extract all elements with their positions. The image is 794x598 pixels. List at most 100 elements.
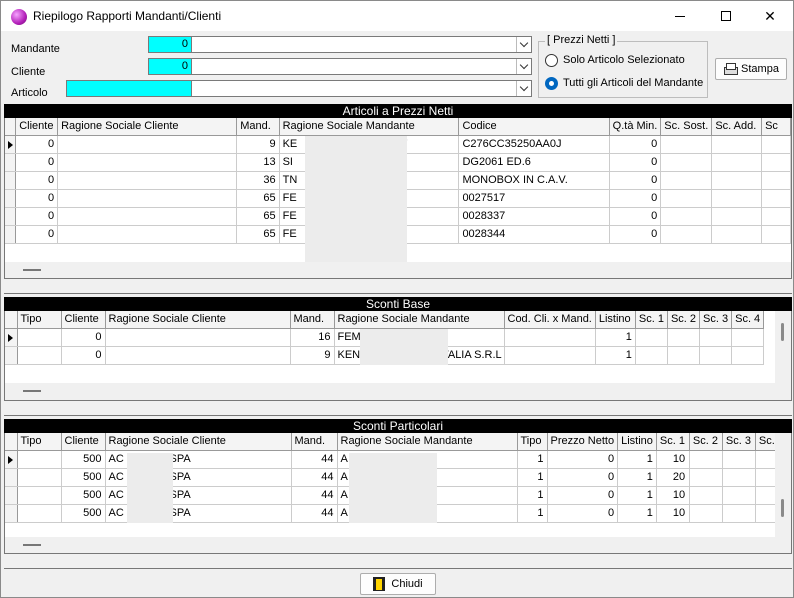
table-row[interactable]: 0 36 TN MONOBOX IN C.A.V. 0 — [5, 171, 791, 190]
col-header[interactable]: Sc. 1 — [656, 433, 690, 451]
col-header[interactable]: Mand. — [290, 311, 335, 329]
cell-sc-1[interactable]: 20 — [656, 468, 690, 487]
cell-codice[interactable]: MONOBOX IN C.A.V. — [458, 171, 610, 190]
row-indicator[interactable] — [5, 135, 17, 154]
cell-listino[interactable]: 1 — [595, 328, 636, 347]
cell-sc-4[interactable] — [731, 328, 765, 347]
cell-tipo[interactable] — [17, 486, 62, 505]
col-header[interactable]: Ragione Sociale Mandante — [337, 433, 518, 451]
cell-tipo[interactable] — [17, 504, 62, 523]
cell-cliente[interactable]: 0 — [15, 135, 59, 154]
cell-tipo-prezzo[interactable]: 1 — [517, 486, 548, 505]
col-header[interactable]: Sc. Sost. — [660, 118, 713, 136]
cell-qta-min[interactable]: 0 — [609, 189, 662, 208]
row-indicator[interactable] — [5, 450, 18, 469]
cell-sc-sost[interactable] — [660, 135, 713, 154]
cell-cod-cli[interactable] — [504, 346, 596, 365]
cell-cliente[interactable]: 0 — [15, 189, 59, 208]
cell-mandante[interactable]: 9 — [236, 135, 280, 154]
grid3-scrollbar[interactable] — [775, 433, 791, 537]
col-header[interactable]: Prezzo Netto — [547, 433, 619, 451]
cell-ragione-cliente[interactable] — [57, 207, 238, 226]
cell-cliente[interactable]: 0 — [61, 328, 106, 347]
col-header[interactable]: Sc. 4 — [731, 311, 765, 329]
col-header[interactable]: Tipo — [17, 311, 62, 329]
cell-qta-min[interactable]: 0 — [609, 135, 662, 154]
cell-cliente[interactable]: 500 — [61, 468, 106, 487]
cell-tipo[interactable] — [17, 450, 62, 469]
cell-sc[interactable] — [761, 153, 791, 172]
cell-sc-2[interactable] — [667, 328, 701, 347]
cell-codice[interactable]: 0028344 — [458, 225, 610, 244]
col-header[interactable]: Listino — [617, 433, 657, 451]
row-indicator[interactable] — [5, 504, 18, 523]
cell-cliente[interactable]: 500 — [61, 504, 106, 523]
cell-mandante[interactable]: 65 — [236, 189, 280, 208]
cell-prezzo-netto[interactable]: 0 — [547, 450, 619, 469]
cell-sc[interactable] — [761, 189, 791, 208]
cell-tipo-prezzo[interactable]: 1 — [517, 468, 548, 487]
cell-sc-3[interactable] — [699, 346, 733, 365]
articoli-grid[interactable]: Cliente Ragione Sociale Cliente Mand. Ra… — [4, 118, 792, 278]
stampa-button[interactable]: Stampa — [715, 58, 787, 80]
cell-sc-1[interactable]: 10 — [656, 450, 690, 469]
col-header[interactable]: Sc. 2 — [689, 433, 723, 451]
cell-sc-1[interactable]: 10 — [656, 486, 690, 505]
sconti-particolari-grid[interactable]: Tipo Cliente Ragione Sociale Cliente Man… — [4, 433, 792, 553]
cell-ragione-cliente[interactable] — [105, 328, 291, 347]
cell-codice[interactable]: 0028337 — [458, 207, 610, 226]
cell-prezzo-netto[interactable]: 0 — [547, 504, 619, 523]
cliente-combo[interactable] — [191, 58, 532, 75]
cell-prezzo-netto[interactable]: 0 — [547, 468, 619, 487]
col-header[interactable]: Ragione Sociale Mandante — [334, 311, 505, 329]
cell-qta-min[interactable]: 0 — [609, 153, 662, 172]
col-header[interactable]: Ragione Sociale Cliente — [57, 118, 238, 136]
cell-codice[interactable]: DG2061 ED.6 — [458, 153, 610, 172]
col-header[interactable]: Cliente — [61, 433, 106, 451]
cell-sc[interactable] — [761, 171, 791, 190]
cell-cliente[interactable]: 0 — [15, 171, 59, 190]
col-header[interactable]: Sc. 3 — [699, 311, 733, 329]
row-indicator[interactable] — [5, 486, 18, 505]
cell-tipo[interactable] — [17, 468, 62, 487]
cell-cliente[interactable]: 0 — [15, 207, 59, 226]
col-header[interactable]: Sc. 3 — [722, 433, 756, 451]
col-header[interactable]: Tipo — [17, 433, 62, 451]
scroll-thumb[interactable] — [781, 323, 784, 341]
cell-cliente[interactable]: 0 — [15, 153, 59, 172]
minimize-button[interactable] — [657, 1, 703, 31]
row-indicator[interactable] — [5, 468, 18, 487]
cell-ragione-cliente[interactable] — [57, 171, 238, 190]
cell-mandante[interactable]: 13 — [236, 153, 280, 172]
cell-sc-3[interactable] — [722, 468, 756, 487]
tutti-articoli-label[interactable]: Tutti gli Articoli del Mandante — [563, 77, 704, 89]
col-header[interactable]: Ragione Sociale Cliente — [105, 433, 292, 451]
col-header[interactable]: Cliente — [61, 311, 106, 329]
cell-tipo[interactable] — [17, 328, 62, 347]
cell-tipo-prezzo[interactable]: 1 — [517, 504, 548, 523]
cell-qta-min[interactable]: 0 — [609, 225, 662, 244]
articolo-dropdown-button[interactable] — [516, 81, 531, 96]
cell-mandante[interactable]: 65 — [236, 207, 280, 226]
sconti-base-grid[interactable]: Tipo Cliente Ragione Sociale Cliente Man… — [4, 311, 792, 400]
cell-ragione-cliente[interactable] — [105, 346, 291, 365]
cell-sc-1[interactable]: 10 — [656, 504, 690, 523]
col-header[interactable]: Codice — [458, 118, 610, 136]
col-header[interactable]: Tipo — [517, 433, 548, 451]
cell-codice[interactable]: 0027517 — [458, 189, 610, 208]
cell-sc-sost[interactable] — [660, 225, 713, 244]
cell-listino[interactable]: 1 — [617, 486, 657, 505]
table-row[interactable]: 0 16 FEM 1 — [5, 328, 765, 347]
col-header[interactable]: Mand. — [236, 118, 280, 136]
cell-sc-sost[interactable] — [660, 207, 713, 226]
cell-sc-3[interactable] — [722, 486, 756, 505]
cell-sc-2[interactable] — [689, 504, 723, 523]
cell-sc-sost[interactable] — [660, 153, 713, 172]
cell-sc-1[interactable] — [635, 346, 668, 365]
row-indicator[interactable] — [5, 153, 17, 172]
cell-sc-sost[interactable] — [660, 189, 713, 208]
cell-sc-3[interactable] — [722, 450, 756, 469]
cliente-code-input[interactable]: 0 — [148, 58, 192, 75]
articolo-combo[interactable] — [191, 80, 532, 97]
cell-mandante[interactable]: 36 — [236, 171, 280, 190]
